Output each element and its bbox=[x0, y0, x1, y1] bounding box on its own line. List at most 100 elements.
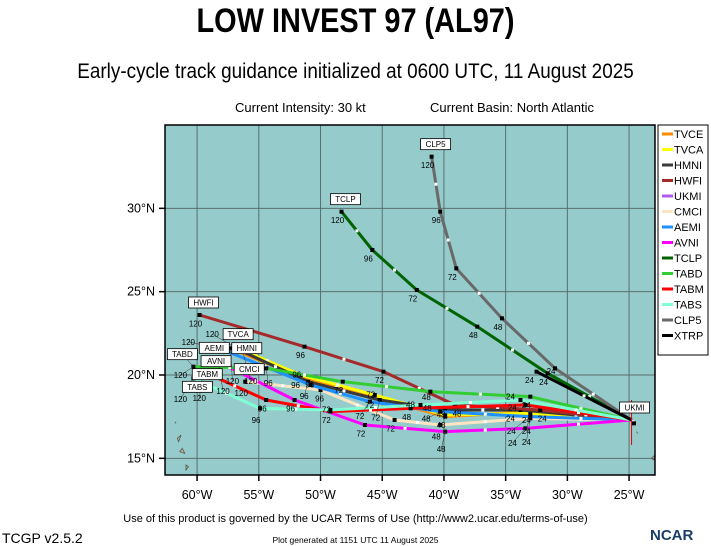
legend-label-aemi: AEMI bbox=[674, 222, 701, 234]
track-12h-marker bbox=[483, 428, 487, 432]
track-12h-marker bbox=[302, 373, 306, 377]
forecast-hour-label: 96 bbox=[258, 405, 267, 414]
model-label: UKMI bbox=[625, 404, 645, 413]
forecast-hour-label: 72 bbox=[322, 416, 331, 425]
track-12h-marker bbox=[228, 366, 232, 369]
model-label: TABS bbox=[187, 383, 207, 392]
forecast-hour-label: 48 bbox=[493, 323, 502, 332]
track-12h-marker bbox=[265, 359, 269, 363]
lat-tick-label: 30°N bbox=[127, 201, 155, 215]
track-12h-marker bbox=[579, 406, 583, 410]
forecast-hour-label: 24 bbox=[547, 367, 556, 376]
track-12h-marker bbox=[417, 386, 421, 390]
track-24h-marker bbox=[429, 154, 434, 159]
lon-tick-label: 40°W bbox=[429, 488, 460, 502]
legend-label-hmni: HMNI bbox=[674, 160, 702, 172]
lon-tick-label: 25°W bbox=[614, 488, 645, 502]
lat-tick-label: 25°N bbox=[127, 285, 155, 299]
track-12h-marker bbox=[588, 395, 592, 399]
forecast-hour-label: 96 bbox=[264, 379, 273, 388]
page-title: LOW INVEST 97 (AL97) bbox=[196, 2, 515, 40]
track-24h-marker bbox=[243, 379, 248, 384]
model-label-box bbox=[231, 342, 263, 355]
label-leader-line bbox=[440, 431, 446, 450]
track-12h-marker bbox=[477, 291, 481, 295]
forecast-hour-label: 72 bbox=[366, 391, 375, 400]
forecast-hour-label: 120 bbox=[421, 161, 435, 170]
legend-label-tabs: TABS bbox=[674, 300, 702, 312]
track-12h-marker bbox=[338, 391, 342, 395]
forecast-hour-label: 72 bbox=[386, 425, 395, 434]
track-12h-marker bbox=[335, 385, 339, 389]
track-12h-marker bbox=[478, 392, 482, 396]
lat-tick-label: 15°N bbox=[127, 451, 155, 465]
forecast-hour-label: 72 bbox=[371, 414, 380, 423]
track-12h-marker bbox=[483, 412, 487, 416]
label-leader-line bbox=[303, 381, 309, 397]
subtitle: Early-cycle track guidance initialized a… bbox=[77, 60, 634, 83]
track-12h-marker bbox=[356, 403, 360, 407]
track-24h-marker bbox=[499, 316, 504, 321]
track-12h-marker bbox=[273, 365, 277, 369]
forecast-hour-label: 120 bbox=[193, 394, 207, 403]
forecast-hour-label: 24 bbox=[506, 415, 515, 424]
track-24h-marker bbox=[454, 266, 459, 271]
track-24h-marker bbox=[632, 421, 637, 426]
model-label-box bbox=[420, 138, 451, 151]
track-12h-marker bbox=[468, 401, 472, 404]
label-leader-line bbox=[512, 428, 526, 444]
forecast-hour-label: 72 bbox=[355, 412, 364, 421]
model-label: AVNI bbox=[207, 357, 225, 366]
track-24h-marker bbox=[370, 248, 375, 252]
track-12h-marker bbox=[591, 392, 595, 396]
track-12h-marker bbox=[281, 384, 285, 388]
track-12h-marker bbox=[369, 408, 373, 412]
forecast-hour-label: 120 bbox=[174, 395, 188, 404]
forecast-hour-label: 96 bbox=[315, 395, 324, 404]
model-label: CMCI bbox=[239, 365, 259, 374]
track-12h-marker bbox=[496, 406, 500, 409]
forecast-hour-label: 48 bbox=[469, 331, 478, 340]
forecast-hour-label: 120 bbox=[226, 377, 240, 386]
forecast-hour-label: 24 bbox=[508, 439, 517, 448]
label-layer: TVCA HMNI HWFI UKMI CMCI AEMI AVNI TCLP TABD TABM… bbox=[166, 138, 650, 454]
lon-tick-label: 45°W bbox=[367, 488, 398, 502]
legend-label-xtrp: XTRP bbox=[674, 331, 703, 343]
version-label: TCGP v2.5.2 bbox=[2, 530, 83, 546]
model-label-box bbox=[233, 363, 265, 376]
forecast-hour-label: 96 bbox=[286, 405, 295, 414]
label-leader-line bbox=[426, 409, 446, 419]
track-12h-marker bbox=[393, 268, 397, 272]
label-leader-line bbox=[265, 368, 269, 383]
forecast-hour-label: 48 bbox=[437, 411, 446, 420]
track-12h-marker bbox=[233, 384, 237, 388]
ncar-logo: NCAR bbox=[650, 527, 694, 544]
legend-label-tclp: TCLP bbox=[674, 253, 702, 265]
track-12h-marker bbox=[403, 426, 407, 430]
track-12h-marker bbox=[576, 411, 580, 414]
lon-tick-label: 35°W bbox=[490, 488, 521, 502]
track-12h-marker bbox=[510, 348, 514, 352]
track-24h-marker bbox=[518, 398, 523, 402]
forecast-hour-label: 24 bbox=[508, 404, 517, 413]
track-24h-marker bbox=[392, 418, 397, 422]
forecast-hour-label: 24 bbox=[522, 416, 531, 425]
legend-label-hwfi: HWFI bbox=[674, 176, 702, 188]
label-leader-line bbox=[375, 399, 381, 418]
track-24h-marker bbox=[428, 389, 433, 394]
forecast-hour-label: 120 bbox=[174, 371, 188, 380]
track-24h-marker bbox=[292, 398, 297, 402]
track-12h-marker bbox=[342, 389, 346, 393]
model-label: HMNI bbox=[237, 344, 257, 353]
legend-label-tabd: TABD bbox=[674, 269, 703, 281]
lon-tick-label: 55°W bbox=[243, 488, 274, 502]
track-12h-marker bbox=[445, 306, 449, 310]
model-label-box bbox=[222, 328, 254, 341]
track-24h-marker bbox=[339, 209, 344, 214]
forecast-hour-label: 48 bbox=[406, 401, 415, 410]
legend-label-clp5: CLP5 bbox=[674, 315, 702, 327]
track-24h-marker bbox=[414, 288, 419, 292]
forecast-hour-label: 48 bbox=[432, 433, 441, 442]
track-24h-marker bbox=[528, 394, 533, 399]
